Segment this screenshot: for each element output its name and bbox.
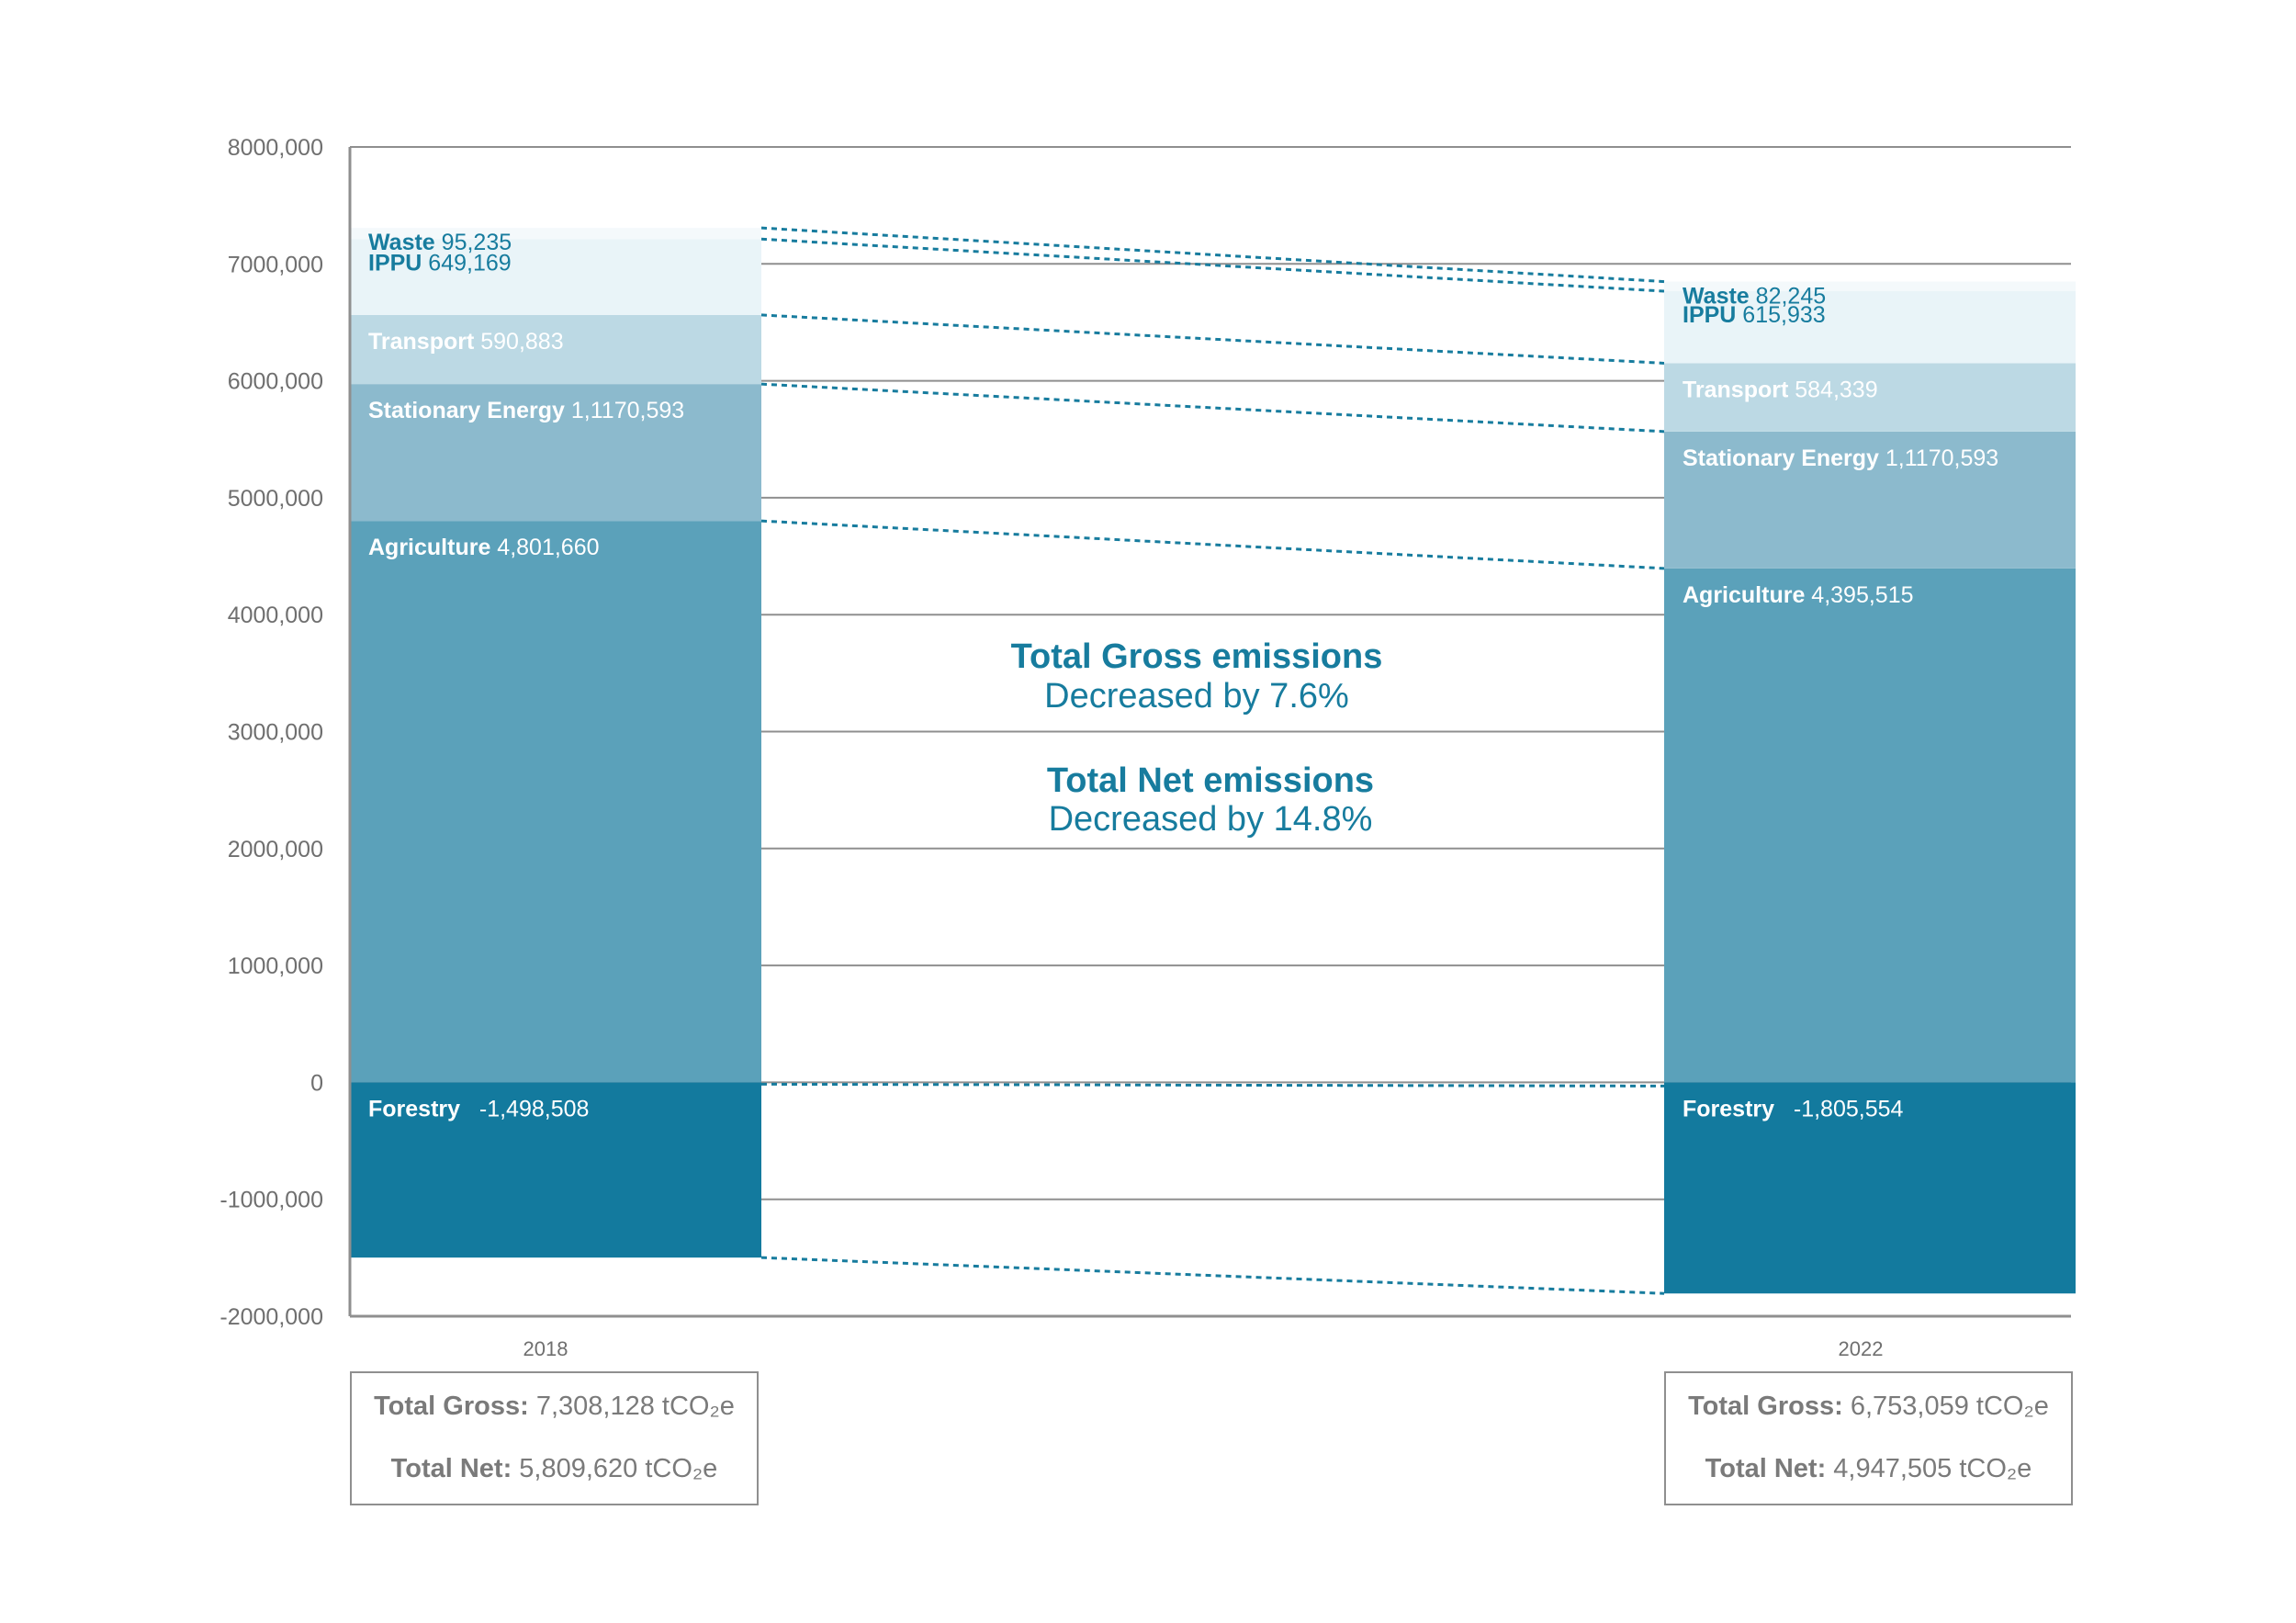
bar-segment-transport-2018	[350, 314, 761, 385]
segment-label-name: Forestry	[1683, 1096, 1774, 1121]
bar-segment-forestry-2018	[350, 1082, 761, 1258]
y-tick-label: 4000,000	[228, 603, 323, 628]
connector-line	[760, 519, 1665, 570]
y-tick-label: 1000,000	[228, 953, 323, 979]
total-net-label: Total Net:	[390, 1454, 512, 1483]
segment-label-value: 649,169	[422, 250, 511, 276]
segment-label-value: 4,395,515	[1805, 582, 1913, 608]
connector-line	[760, 237, 1665, 293]
segment-label: IPPU 615,933	[1683, 302, 1826, 328]
bar-segment-agriculture-2018	[350, 521, 761, 1083]
segment-label: Forestry -1,498,508	[368, 1096, 589, 1121]
summary-box-2022: Total Gross: 6,753,059 tCO₂e Total Net: …	[1664, 1371, 2073, 1505]
total-net-value: 4,947,505 tCO₂e	[1833, 1454, 2032, 1483]
segment-label-value: 95,235	[435, 230, 512, 255]
y-tick-label: 5000,000	[228, 486, 323, 512]
segment-label-value: 584,339	[1788, 377, 1877, 402]
segment-label-value: 4,801,660	[490, 535, 599, 560]
segment-label-value: 590,883	[474, 329, 563, 355]
total-net-label: Total Net:	[1705, 1454, 1827, 1483]
total-gross-value: 6,753,059 tCO₂e	[1850, 1392, 2049, 1421]
segment-label-value: 1,1170,593	[1879, 445, 1998, 471]
bar-segment-waste-2018	[350, 228, 761, 240]
segment-label-value: -1,498,508	[460, 1096, 589, 1121]
segment-label-name: Transport	[368, 329, 475, 355]
y-tick-label: 6000,000	[228, 369, 323, 395]
segment-label: Waste 82,245	[1683, 284, 1826, 310]
connector-line	[760, 1256, 1665, 1295]
y-axis-ticks: 8000,000 7000,000 6000,000 5000,000 4000,000…	[219, 135, 323, 1330]
segment-label-name: Agriculture	[1683, 582, 1805, 608]
segment-label-name: Waste	[368, 230, 435, 255]
segment-label: Stationary Energy 1,1170,593	[368, 398, 684, 423]
segment-label-name: Stationary Energy	[368, 398, 565, 423]
total-net-value: 5,809,620 tCO₂e	[519, 1454, 718, 1483]
segment-label-name: Transport	[1683, 377, 1789, 402]
annotation-net-title: Total Net emissions	[1047, 761, 1374, 800]
annotation-gross-text: Decreased by 7.6%	[1044, 677, 1349, 716]
connector-line	[760, 382, 1665, 434]
x-tick-label-2018: 2018	[523, 1337, 568, 1360]
bar-segment-transport-2022	[1664, 363, 2076, 432]
segment-label-value: 82,245	[1750, 284, 1826, 310]
y-tick-label: 7000,000	[228, 252, 323, 277]
bar-segment-ippu-2022	[1664, 291, 2076, 364]
bar-segment-stationary-energy-2018	[350, 384, 761, 522]
connector-line	[760, 313, 1665, 365]
y-tick-label: 2000,000	[228, 837, 323, 862]
bar-segment-ippu-2018	[350, 239, 761, 315]
connector-line	[760, 1082, 1665, 1088]
segment-label-value: -1,805,554	[1774, 1096, 1903, 1121]
total-gross-label: Total Gross:	[1688, 1392, 1843, 1421]
bar-segment-stationary-energy-2022	[1664, 431, 2076, 569]
segment-label: Waste 95,235	[368, 230, 512, 255]
y-tick-label: 8000,000	[228, 135, 323, 161]
connector-lines	[760, 226, 1665, 1295]
y-tick-label: -1000,000	[219, 1188, 323, 1213]
y-tick-label: 3000,000	[228, 720, 323, 746]
segment-label: Agriculture 4,801,660	[368, 535, 600, 560]
x-tick-label-2022: 2022	[1839, 1337, 1884, 1360]
segment-labels: Forestry -1,498,508 Agriculture 4,801,660…	[368, 230, 1998, 1121]
annotation-gross-title: Total Gross emissions	[1011, 637, 1383, 676]
summary-box-2018: Total Gross: 7,308,128 tCO₂e Total Net: …	[350, 1371, 759, 1505]
bar-segment-forestry-2022	[1664, 1082, 2076, 1294]
segment-label-name: Agriculture	[368, 535, 490, 560]
y-tick-label: 0	[310, 1070, 323, 1096]
segment-label: Forestry -1,805,554	[1683, 1096, 1904, 1121]
segment-label: Stationary Energy 1,1170,593	[1683, 445, 1998, 471]
segment-label: Agriculture 4,395,515	[1683, 582, 1914, 608]
total-gross-line: Total Gross: 6,753,059 tCO₂e	[1666, 1392, 2071, 1422]
bar-segment-waste-2022	[1664, 281, 2076, 292]
segment-label-name: IPPU	[1683, 302, 1736, 328]
annotation-net-text: Decreased by 14.8%	[1049, 800, 1373, 839]
segment-label-value: 1,1170,593	[565, 398, 684, 423]
segment-label: IPPU 649,169	[368, 250, 512, 276]
y-tick-label: -2000,000	[219, 1304, 323, 1330]
connector-line	[760, 226, 1665, 284]
total-gross-value: 7,308,128 tCO₂e	[535, 1392, 735, 1421]
segment-label-name: IPPU	[368, 250, 422, 276]
total-gross-line: Total Gross: 7,308,128 tCO₂e	[352, 1392, 757, 1422]
segment-label-value: 615,933	[1736, 302, 1825, 328]
segment-label-name: Forestry	[368, 1096, 460, 1121]
bar-segment-agriculture-2022	[1664, 568, 2076, 1083]
segment-label-name: Waste	[1683, 284, 1750, 310]
total-net-line: Total Net: 5,809,620 tCO₂e	[352, 1454, 757, 1484]
segment-label-name: Stationary Energy	[1683, 445, 1879, 471]
total-net-line: Total Net: 4,947,505 tCO₂e	[1666, 1454, 2071, 1484]
segment-label: Transport 584,339	[1683, 377, 1878, 402]
bars	[350, 228, 2076, 1294]
segment-label: Transport 590,883	[368, 329, 564, 355]
total-gross-label: Total Gross:	[374, 1392, 529, 1421]
